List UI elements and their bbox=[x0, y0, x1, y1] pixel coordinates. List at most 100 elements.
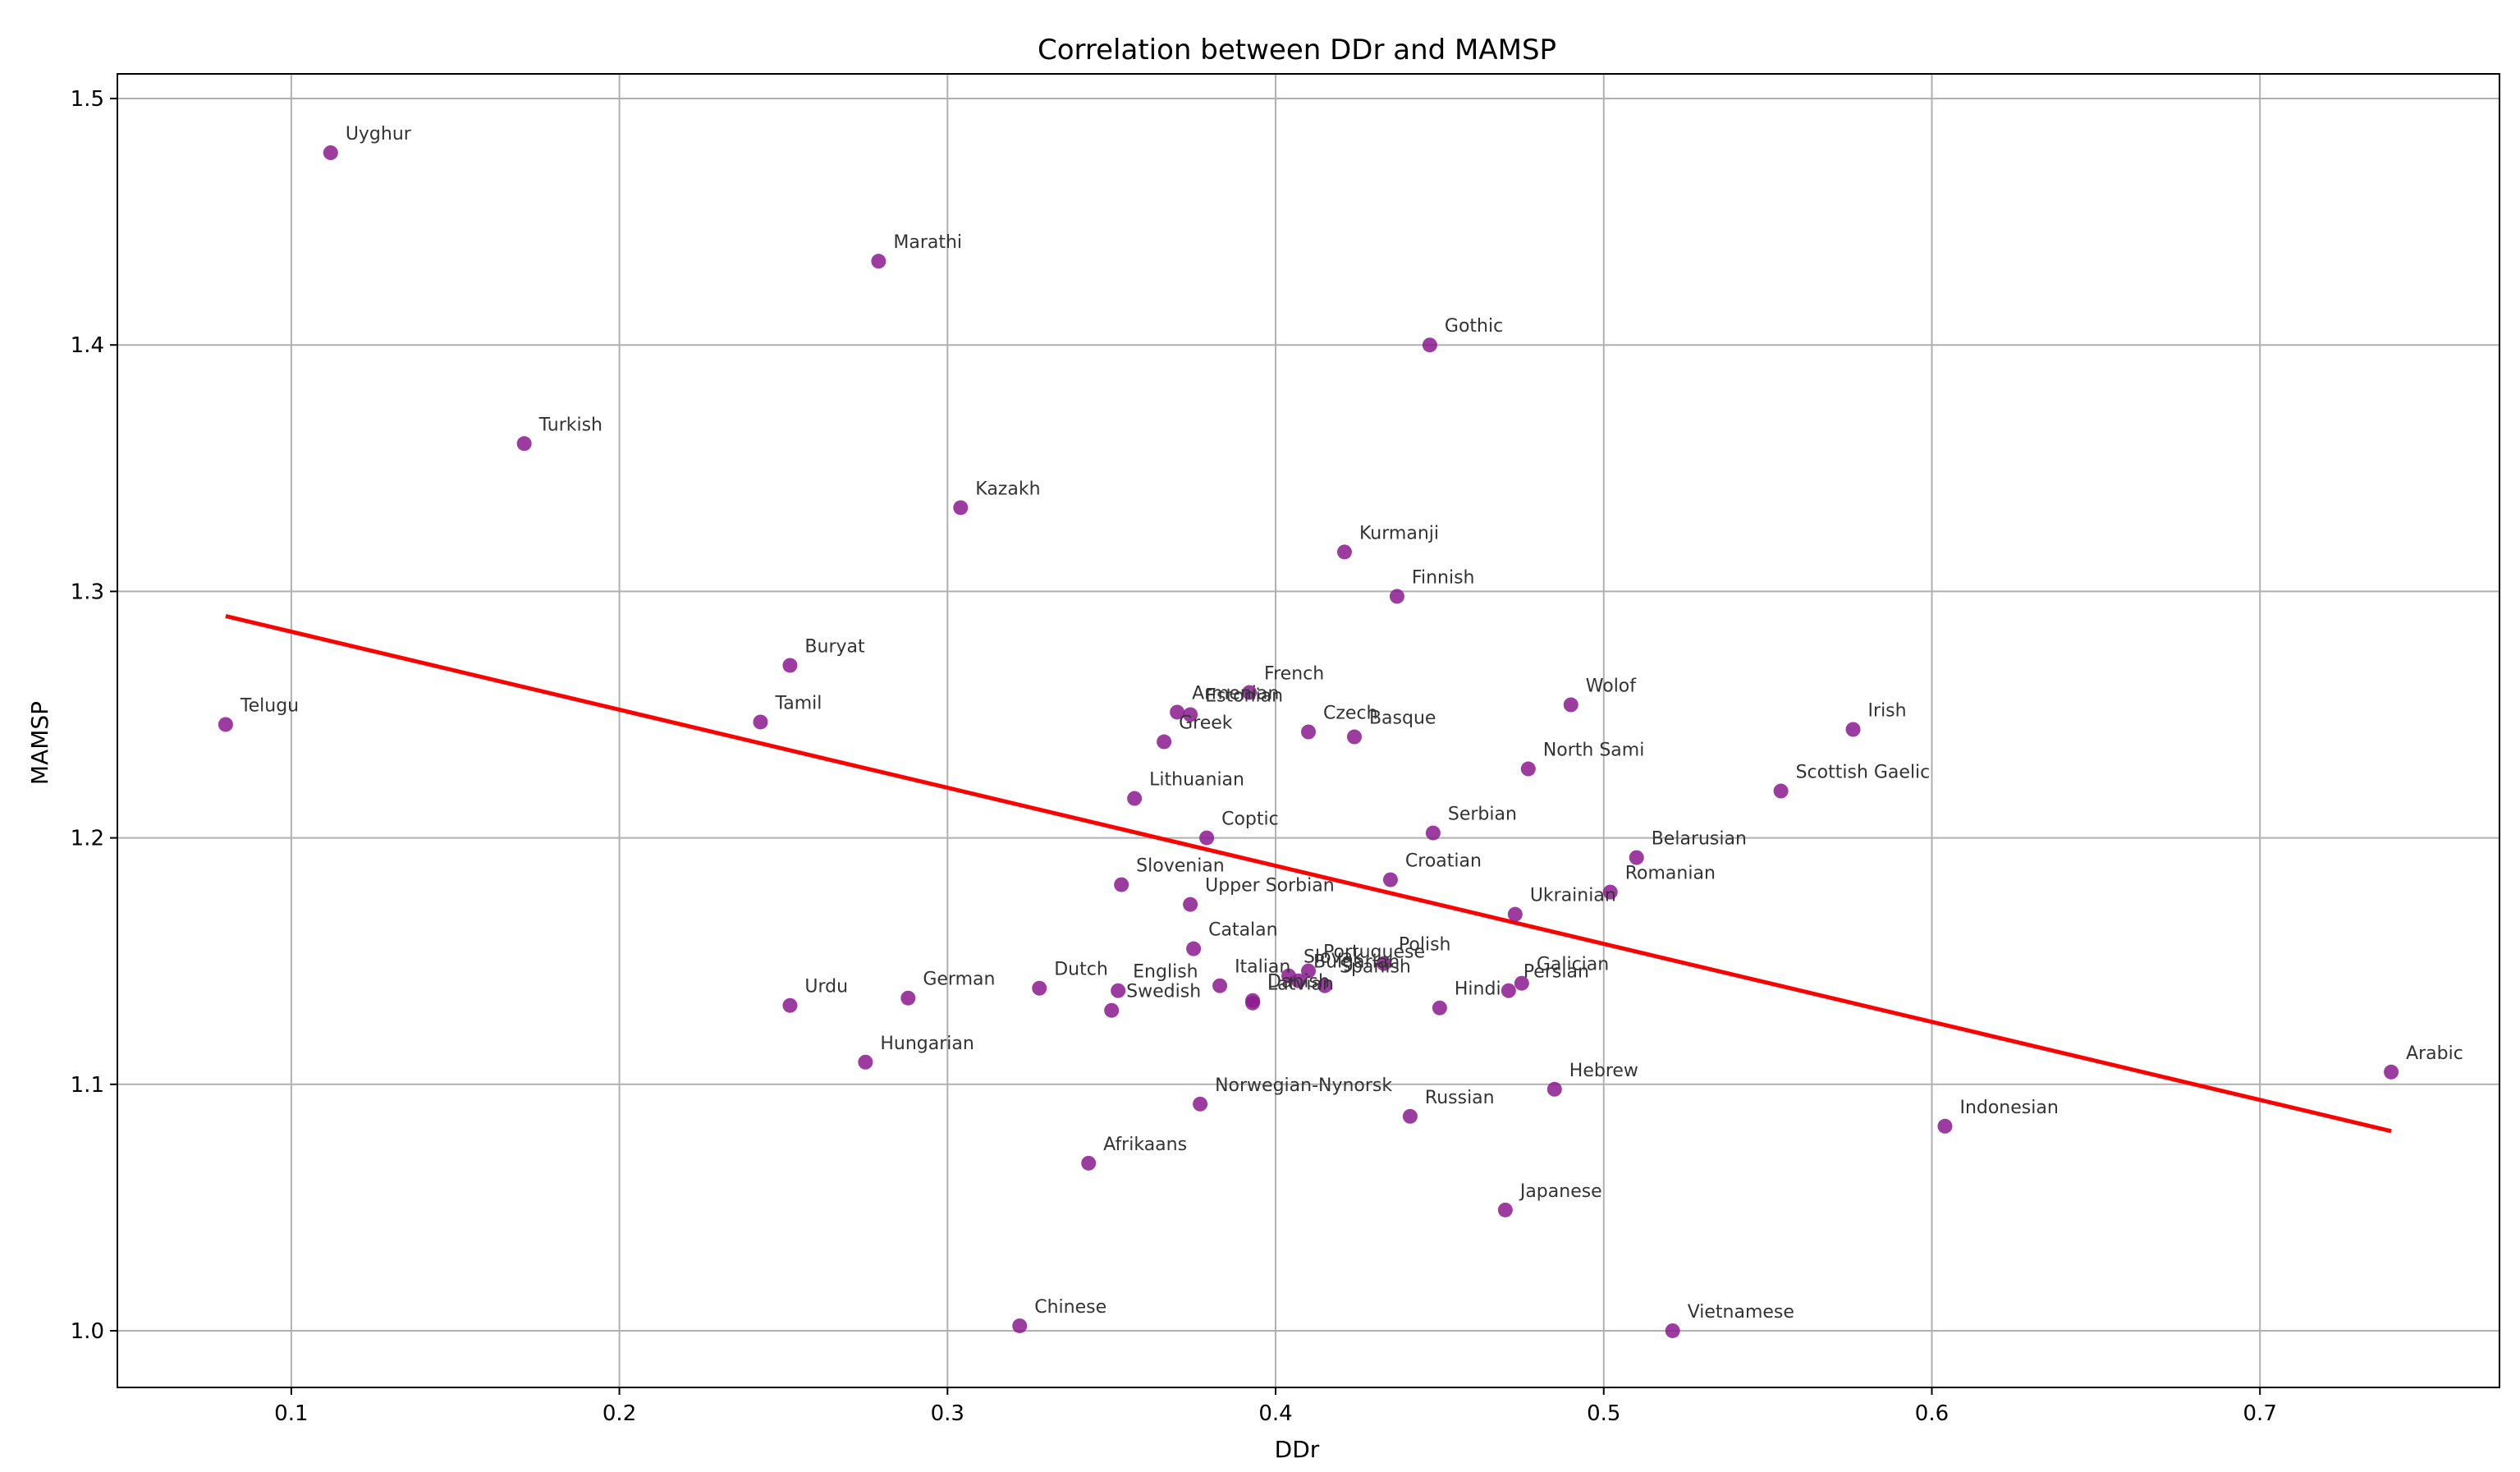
axes-layer: 0.1 0.2 0.3 0.4 0.5 0.6 0.7 1.0 1.1 1.2 1.3 1.4 1.5 bbox=[71, 73, 2500, 1426]
y-tick-label: 1.1 bbox=[71, 1073, 104, 1098]
data-point bbox=[1422, 337, 1437, 353]
data-point bbox=[1301, 724, 1316, 740]
data-point bbox=[1507, 906, 1523, 922]
data-point bbox=[1563, 697, 1578, 713]
data-point-label: Scottish Gaelic bbox=[1796, 763, 1931, 783]
chart-title: Correlation between DDr and MAMSP bbox=[1038, 34, 1556, 66]
data-point-label: Uyghur bbox=[346, 124, 412, 144]
y-tick-label: 1.3 bbox=[71, 580, 104, 604]
regression-line bbox=[225, 613, 2392, 1134]
points-layer bbox=[218, 145, 2399, 1338]
data-point-label: Russian bbox=[1425, 1088, 1495, 1108]
data-point-label: Polish bbox=[1399, 935, 1451, 956]
data-point bbox=[1291, 973, 1307, 988]
data-point bbox=[1199, 830, 1215, 846]
data-point bbox=[1081, 1155, 1097, 1171]
x-tick-label: 0.2 bbox=[603, 1401, 636, 1426]
x-tick-label: 0.3 bbox=[931, 1401, 964, 1426]
x-tick-label: 0.7 bbox=[2243, 1401, 2277, 1426]
data-point bbox=[1183, 707, 1198, 722]
data-point-label: Estonian bbox=[1205, 686, 1283, 706]
data-point-label: Catalan bbox=[1208, 920, 1278, 941]
data-point bbox=[1114, 877, 1129, 892]
data-point-label: Hungarian bbox=[880, 1034, 974, 1054]
data-point-label: Dutch bbox=[1054, 960, 1108, 980]
data-point-label: Armenian bbox=[1192, 683, 1279, 704]
y-tick-label: 1.4 bbox=[71, 333, 104, 358]
data-point bbox=[1389, 589, 1404, 604]
data-point bbox=[218, 717, 233, 732]
data-point bbox=[1301, 963, 1316, 979]
data-point-label: English bbox=[1133, 962, 1198, 983]
y-tick-label: 1.5 bbox=[71, 87, 104, 112]
data-point-label: Marathi bbox=[893, 232, 962, 253]
data-point-label: Norwegian-Nynorsk bbox=[1215, 1075, 1392, 1096]
data-point bbox=[2384, 1064, 2399, 1080]
data-point bbox=[782, 658, 798, 673]
data-point-label: Japanese bbox=[1519, 1181, 1602, 1202]
data-point-label: Afrikaans bbox=[1103, 1135, 1187, 1155]
data-point bbox=[1937, 1118, 1953, 1134]
data-point bbox=[1104, 1002, 1120, 1018]
x-tick-label: 0.4 bbox=[1258, 1401, 1292, 1426]
data-point-label: Wolof bbox=[1586, 676, 1637, 696]
data-point-label: Latvian bbox=[1267, 974, 1334, 995]
y-axis-label: MAMSP bbox=[26, 701, 53, 785]
data-point-label: Hebrew bbox=[1569, 1061, 1638, 1081]
data-point-label: Upper Sorbian bbox=[1205, 876, 1335, 896]
data-point bbox=[1501, 983, 1516, 998]
data-point bbox=[1170, 704, 1185, 720]
labels-layer: Uyghur Marathi Gothic Turkish Kazakh Kurmanji… bbox=[240, 124, 2463, 1323]
data-point bbox=[871, 254, 887, 269]
data-point bbox=[1183, 896, 1198, 912]
data-point-label: Croatian bbox=[1405, 851, 1482, 872]
data-point-label: Telugu bbox=[240, 695, 299, 716]
data-point bbox=[516, 436, 532, 452]
data-point-label: Urdu bbox=[804, 977, 848, 997]
data-point-label: Tamil bbox=[774, 693, 822, 713]
data-point-label: Ukrainian bbox=[1530, 886, 1616, 906]
data-point-label: Finnish bbox=[1412, 567, 1475, 588]
grid-layer bbox=[117, 74, 2499, 1387]
data-point-label: Romanian bbox=[1625, 864, 1716, 884]
data-point bbox=[1382, 872, 1398, 887]
data-point bbox=[858, 1054, 873, 1070]
data-point-label: Belarusian bbox=[1652, 829, 1747, 850]
data-point bbox=[1845, 722, 1861, 737]
data-point-label: Coptic bbox=[1221, 809, 1279, 830]
data-point-label: Danish bbox=[1267, 972, 1330, 993]
data-point-label: French bbox=[1264, 663, 1324, 684]
data-point-label: Kurmanji bbox=[1359, 523, 1439, 543]
data-point-label: Czech bbox=[1323, 704, 1377, 724]
data-point-label: Slovenian bbox=[1136, 856, 1225, 877]
data-point-label: Indonesian bbox=[1959, 1098, 2058, 1118]
data-point-label: Vietnamese bbox=[1688, 1302, 1794, 1323]
data-point bbox=[1193, 1096, 1208, 1112]
data-point-label: Lithuanian bbox=[1149, 770, 1244, 791]
data-point bbox=[1402, 1108, 1418, 1124]
data-point-label: Turkish bbox=[538, 415, 603, 435]
data-point bbox=[1432, 1000, 1447, 1016]
data-point-label: Chinese bbox=[1034, 1297, 1107, 1318]
x-tick-label: 0.5 bbox=[1587, 1401, 1620, 1426]
data-point bbox=[1186, 941, 1202, 956]
data-point bbox=[1376, 956, 1391, 971]
data-point bbox=[323, 145, 338, 161]
data-point-label: North Sami bbox=[1543, 741, 1645, 761]
x-tick-label: 0.6 bbox=[1915, 1401, 1949, 1426]
x-axis-label: DDr bbox=[1275, 1436, 1320, 1463]
trend-layer bbox=[225, 613, 2392, 1134]
y-tick-label: 1.2 bbox=[71, 827, 104, 851]
data-point bbox=[1520, 761, 1536, 777]
data-point bbox=[1032, 980, 1047, 996]
data-point bbox=[1546, 1081, 1562, 1097]
data-point bbox=[1317, 978, 1332, 993]
data-point bbox=[1242, 685, 1258, 700]
data-point-label: Irish bbox=[1868, 700, 1907, 721]
data-point bbox=[953, 500, 969, 516]
data-point bbox=[1127, 791, 1143, 806]
data-point-label: Galician bbox=[1537, 955, 1609, 975]
data-point-label: Bulgarian bbox=[1313, 952, 1400, 973]
